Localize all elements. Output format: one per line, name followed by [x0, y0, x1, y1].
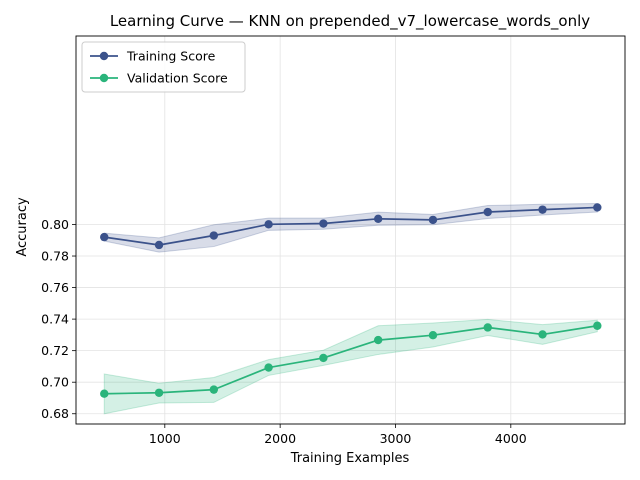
series-1-point [593, 321, 602, 330]
series-1-point [100, 389, 109, 398]
series-1-point [428, 331, 438, 340]
plot-frame [75, 35, 626, 425]
series-0-point [593, 203, 602, 212]
y-tick-label: 0.70 [41, 375, 69, 390]
x-tick-label: 1000 [149, 431, 181, 446]
legend-swatch-marker [99, 51, 109, 61]
x-axis-label: Training Examples [290, 451, 410, 466]
legend-box [81, 41, 246, 93]
series-1-band [103, 318, 598, 415]
series-1-point [373, 335, 383, 345]
series-0-point [538, 205, 547, 214]
series-0-line [104, 206, 598, 246]
series-1-point [538, 330, 547, 339]
confidence-bands [103, 202, 598, 415]
chart-title: Learning Curve — KNN on prepended_v7_low… [110, 12, 590, 31]
y-axis-label: Accuracy [15, 197, 30, 257]
axis-ticks: 1000 2000 3000 4000 0.68 0.70 0.72 0.74 0.76 0.78… [41, 217, 527, 446]
series-0-point [100, 232, 109, 242]
y-tick-label: 0.74 [41, 312, 69, 327]
y-tick-label: 0.68 [41, 406, 69, 421]
x-tick-label: 4000 [495, 431, 527, 446]
grid [76, 36, 625, 424]
series-1-point [319, 353, 328, 363]
series-markers [100, 203, 602, 398]
series-0-point [373, 214, 383, 224]
y-tick-label: 0.80 [41, 217, 69, 232]
series-1-line [104, 324, 598, 395]
series-0-point [483, 207, 492, 217]
y-tick-label: 0.72 [41, 343, 69, 358]
legend-label: Validation Score [127, 71, 228, 86]
series-1-point [483, 323, 492, 332]
x-tick-label: 3000 [380, 431, 412, 446]
series-0-point [209, 231, 219, 240]
series-lines [104, 206, 598, 395]
x-tick-label: 2000 [264, 431, 296, 446]
series-1-point [209, 385, 219, 394]
series-0-point [428, 215, 438, 225]
y-tick-label: 0.76 [41, 280, 69, 295]
series-0-point [319, 219, 328, 228]
series-1-point [154, 388, 164, 397]
series-0-point [154, 240, 164, 250]
legend-swatch-marker [99, 73, 109, 83]
y-tick-label: 0.78 [41, 249, 69, 264]
series-1-point [264, 363, 273, 372]
legend: Training Score Validation Score [81, 41, 246, 93]
series-0-band [103, 202, 598, 253]
series-0-point [264, 220, 273, 229]
legend-label: Training Score [126, 49, 216, 64]
